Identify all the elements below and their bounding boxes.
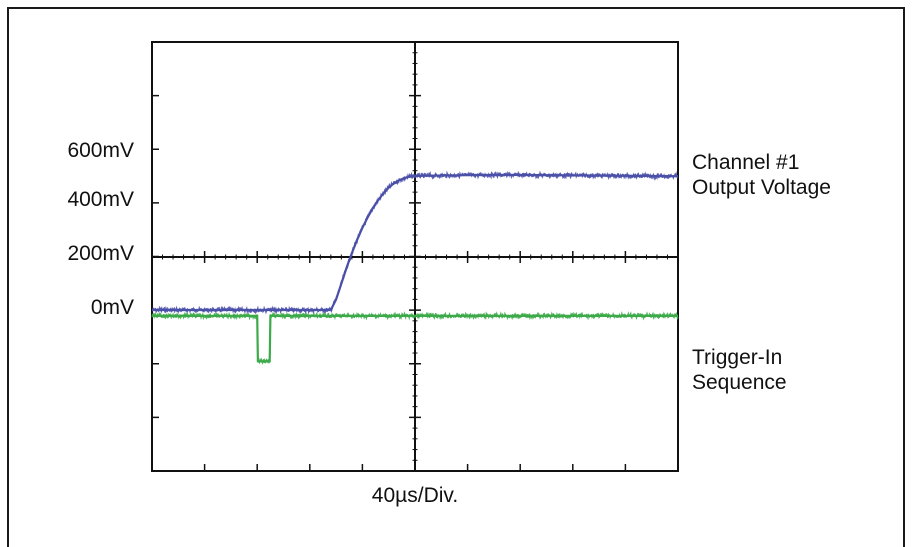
channel-1-output-voltage-line (152, 173, 679, 312)
figure-border (7, 7, 905, 547)
series-trace-noise (151, 170, 679, 315)
series-label-line: Sequence (692, 371, 787, 394)
y-tick-label: 200mV (67, 242, 134, 265)
series-label-line: Trigger-In (692, 346, 783, 369)
x-axis-label: 40µs/Div. (371, 484, 459, 507)
y-tick-label: 400mV (67, 188, 134, 211)
series-label-line: Channel #1 (692, 151, 800, 174)
series-label-channel-1: Channel #1 Output Voltage (692, 150, 831, 200)
series-label-trigger: Trigger-In Sequence (692, 345, 787, 395)
trigger-in-sequence-line (152, 314, 678, 363)
y-tick-label: 0mV (90, 296, 134, 319)
series-label-line: Output Voltage (692, 176, 831, 199)
y-tick-label: 600mV (67, 139, 134, 162)
